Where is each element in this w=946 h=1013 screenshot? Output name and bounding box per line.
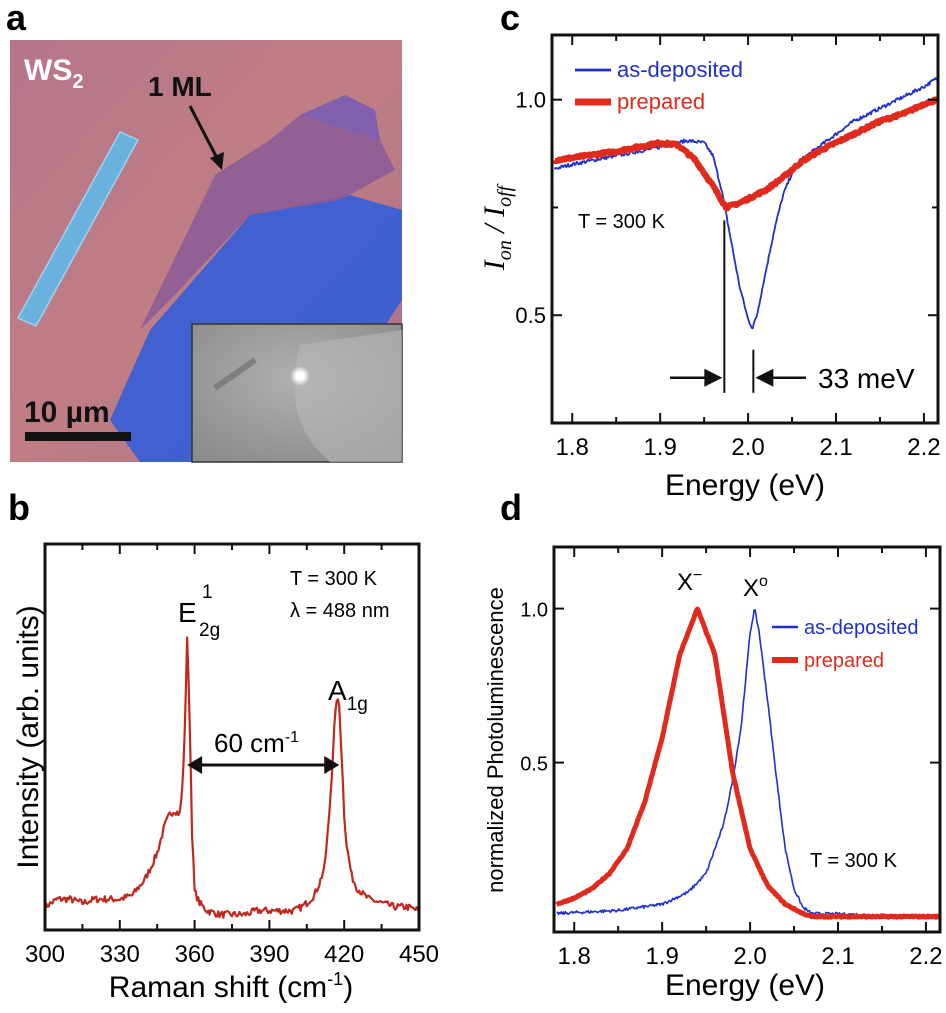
temperature-annotation: T = 300 K	[810, 850, 898, 872]
scale-bar	[25, 432, 131, 441]
plot-frame	[552, 545, 942, 934]
legend-label-prepared: prepared	[617, 89, 705, 114]
temperature-annotation: T = 300 K	[578, 211, 666, 233]
x-tick-label: 390	[249, 941, 289, 968]
x-tick-label: 2.1	[819, 434, 852, 461]
y-axis-label: normalized Photoluminescence	[483, 587, 508, 893]
arrow-head-icon	[210, 152, 224, 170]
legend-label-as-deposited: as-deposited	[617, 57, 743, 82]
panel-label-c: c	[500, 0, 520, 38]
series-line-spectrum	[43, 636, 420, 919]
scale-bar-label: 10 µm	[24, 396, 110, 429]
x-tick-label: 450	[399, 941, 439, 968]
wavelength-annotation: λ = 488 nm	[290, 600, 390, 622]
x-axis-label: Energy (eV)	[665, 969, 825, 1002]
peak-label-a1g: A1g	[328, 675, 368, 715]
x-tick-label: 1.9	[645, 943, 678, 970]
peak-separation-label: 60 cm-1	[214, 728, 299, 758]
x-tick-label: 1.8	[556, 434, 589, 461]
arrow-left-icon	[187, 756, 203, 774]
x-tick-label: 2.1	[821, 943, 854, 970]
arrow-left-icon	[755, 368, 774, 387]
monolayer-label: 1 ML	[148, 71, 212, 102]
x-tick-label: 2.0	[733, 943, 766, 970]
stripe-flake	[16, 131, 140, 327]
x-tick-label: 360	[175, 941, 215, 968]
x-tick-label: 300	[25, 941, 65, 968]
y-axis-label: Ion / Ioff	[478, 183, 516, 271]
arrow-right-icon	[324, 756, 340, 774]
optical-micrograph: WS2 1 ML 10 µm	[10, 40, 403, 463]
series-line-prepared	[555, 606, 942, 920]
x-tick-label: 1.8	[558, 943, 591, 970]
legend-label-prepared: prepared	[804, 650, 884, 672]
arrow-right-icon	[704, 368, 723, 387]
trion-label: X−	[677, 567, 702, 596]
x-tick-label: 420	[324, 941, 364, 968]
exciton-label: Xo	[743, 573, 768, 602]
y-tick-label: 1.0	[515, 88, 546, 113]
laser-spot	[290, 366, 310, 386]
peak-label-e2g: E1 2g	[178, 582, 220, 641]
chart-photoluminescence: normalized Photoluminescence Energy (eV)…	[483, 545, 943, 1002]
inset-image	[191, 323, 403, 463]
material-label: WS2	[24, 54, 83, 93]
series-line-prepared	[552, 96, 940, 212]
panel-label-b: b	[8, 487, 30, 528]
x-tick-label: 330	[100, 941, 140, 968]
panel-label-a: a	[6, 0, 27, 38]
y-axis-label: Intensity (arb. units)	[12, 605, 45, 868]
x-axis-label: Raman shift (cm-1)	[109, 969, 353, 1004]
monolayer-region	[140, 115, 395, 330]
y-tick-label: 0.5	[515, 303, 546, 328]
legend-label-as-deposited: as-deposited	[804, 617, 919, 639]
chart-raman: Intensity (arb. units) Raman shift (cm-1…	[12, 542, 439, 1004]
x-tick-label: 1.9	[643, 434, 676, 461]
plot-frame	[550, 33, 940, 425]
x-tick-label: 2.2	[907, 434, 940, 461]
x-axis-label: Energy (eV)	[665, 469, 825, 502]
x-tick-label: 2.2	[909, 943, 942, 970]
y-tick-label: 1.0	[520, 600, 548, 622]
chart-transmission: Ion / Ioff Energy (eV) T = 300 K 33 meV …	[478, 33, 941, 502]
monolayer-arrow	[188, 105, 220, 161]
y-tick-label: 0.5	[520, 754, 548, 776]
panel-label-d: d	[500, 487, 522, 528]
temperature-annotation: T = 300 K	[290, 568, 378, 590]
x-tick-label: 2.0	[731, 434, 764, 461]
shift-annotation: 33 meV	[818, 363, 915, 394]
